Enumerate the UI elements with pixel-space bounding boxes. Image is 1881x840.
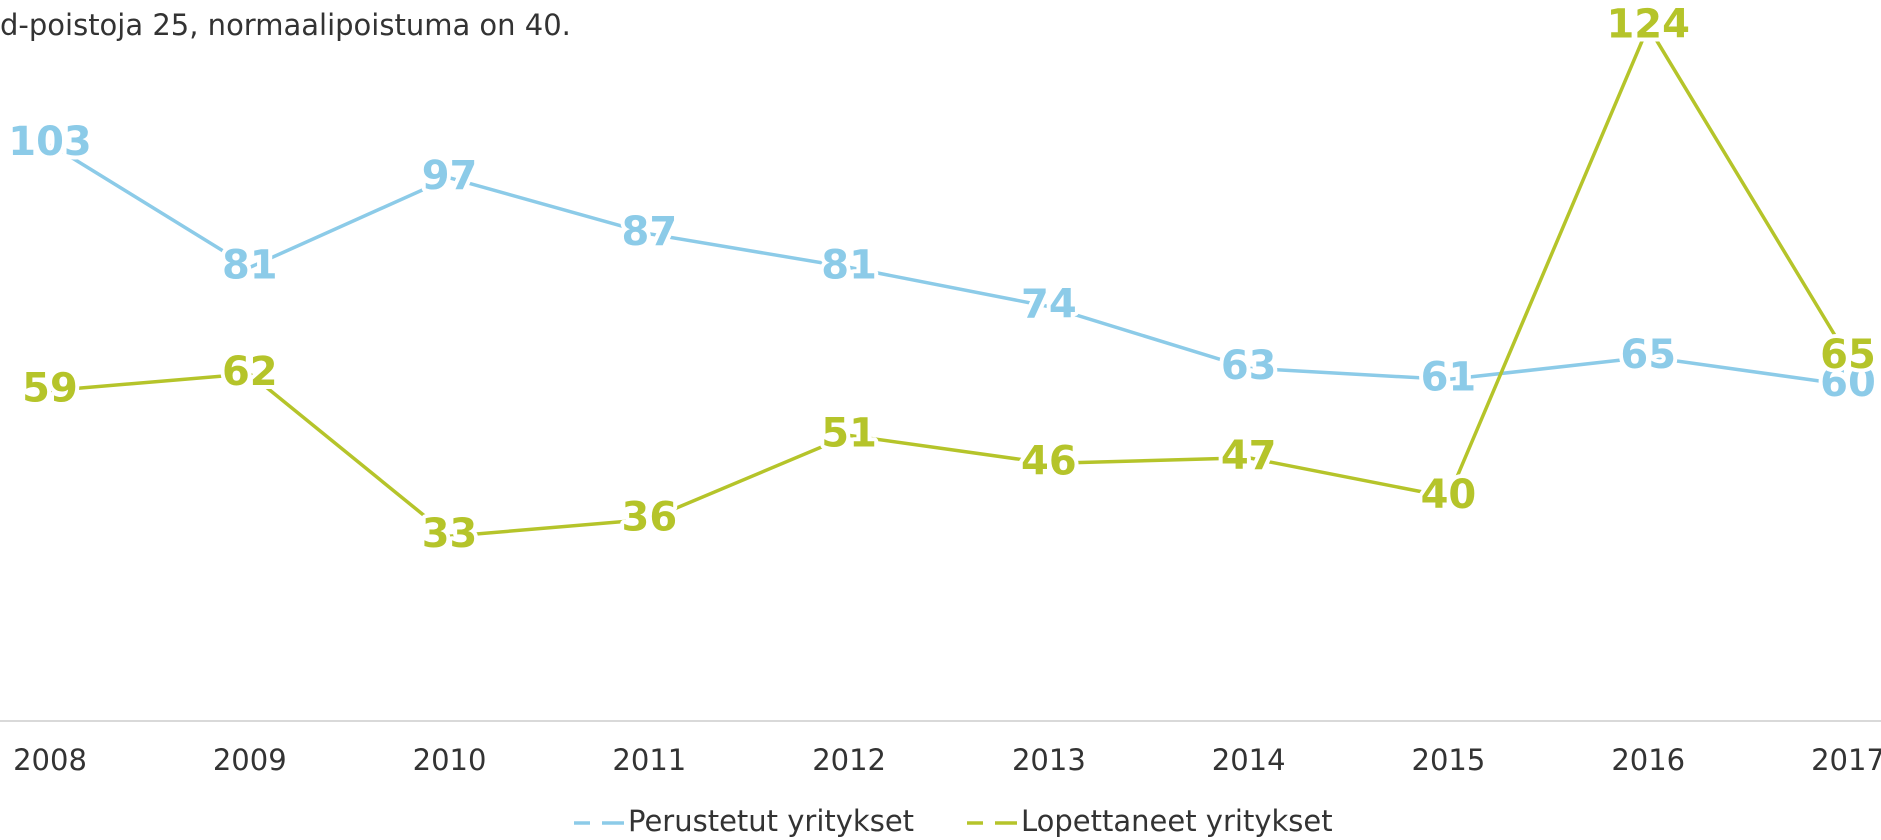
legend-label: Lopettaneet yritykset [1021,804,1333,838]
x-tick-label: 2017 [1811,743,1881,777]
data-label: 60 [1820,360,1876,406]
x-tick-label: 2009 [213,743,287,777]
x-tick-label: 2012 [812,743,886,777]
x-tick-label: 2008 [13,743,87,777]
data-label: 46 [1021,438,1077,484]
x-tick-label: 2011 [612,743,686,777]
data-label: 74 [1021,282,1077,328]
data-label: 103 [8,119,92,165]
x-tick-label: 2016 [1611,743,1685,777]
data-label: 33 [422,511,478,557]
data-label: 63 [1221,343,1277,389]
data-label: 59 [22,366,78,412]
data-label: 61 [1421,354,1477,400]
data-label: 81 [222,242,278,288]
x-tick-label: 2014 [1212,743,1286,777]
x-tick-label: 2013 [1012,743,1086,777]
legend-label: Perustetut yritykset [628,804,914,838]
data-label: 36 [621,494,677,540]
data-label: 81 [821,242,877,288]
series-line [49,22,1850,539]
data-label: 62 [222,349,278,395]
data-label: 87 [621,209,677,255]
data-label: 97 [422,153,478,199]
series-line [49,142,1849,387]
data-label: 124 [1606,2,1690,48]
data-label: 47 [1221,433,1277,479]
x-tick-label: 2010 [413,743,487,777]
data-label: 65 [1620,332,1676,378]
data-label: 40 [1421,472,1477,518]
x-tick-label: 2015 [1412,743,1486,777]
chart-title: d-poistoja 25, normaalipoistuma on 40. [0,8,571,42]
data-label: 65 [1820,332,1876,378]
data-label: 51 [821,410,877,456]
